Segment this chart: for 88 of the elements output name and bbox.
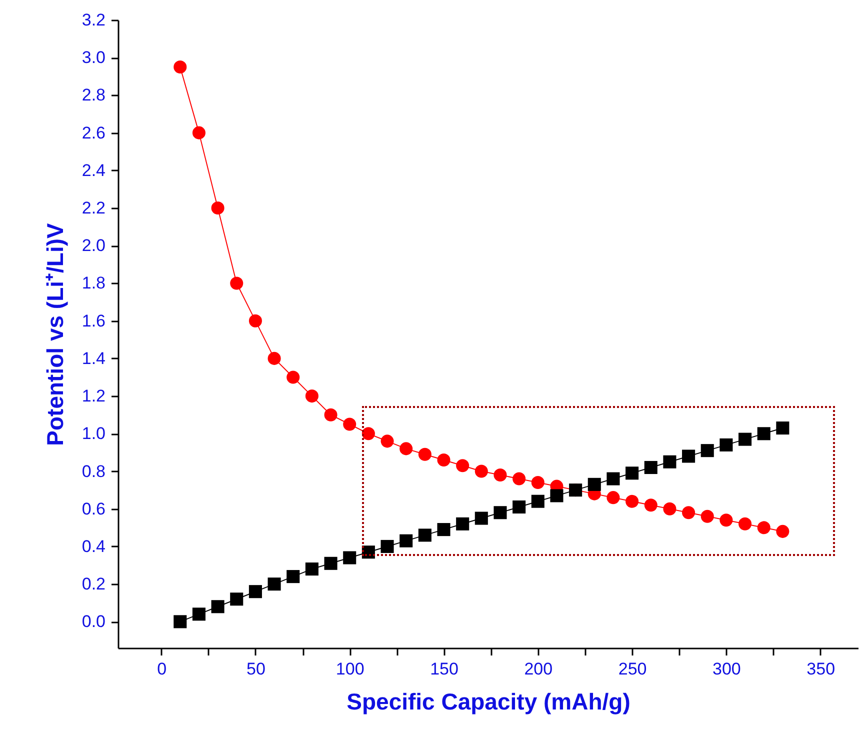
point bbox=[606, 472, 620, 486]
y-tick-label: 0.6 bbox=[82, 499, 106, 518]
point bbox=[494, 468, 507, 482]
point bbox=[474, 512, 488, 525]
point bbox=[663, 455, 676, 468]
point bbox=[720, 438, 733, 452]
x-tick-label: 0 bbox=[157, 660, 167, 678]
point bbox=[230, 592, 244, 606]
x-tick-label: 300 bbox=[712, 660, 741, 678]
y-tick-label: 1.2 bbox=[82, 386, 106, 406]
y-tick-label: 3.2 bbox=[82, 10, 106, 30]
y-tick-label: 2.2 bbox=[82, 198, 106, 218]
point bbox=[474, 464, 488, 478]
y-tick-label: 1.0 bbox=[82, 424, 106, 444]
point bbox=[738, 432, 752, 446]
point bbox=[362, 427, 375, 440]
point bbox=[531, 476, 544, 490]
point bbox=[588, 478, 601, 491]
point bbox=[437, 453, 450, 466]
point bbox=[700, 444, 714, 458]
point bbox=[305, 562, 318, 576]
point bbox=[248, 314, 262, 328]
x-tick-label: 250 bbox=[618, 660, 647, 678]
y-tick-label: 2.8 bbox=[82, 86, 106, 105]
point bbox=[174, 615, 187, 628]
y-tick-label: 3.0 bbox=[82, 48, 106, 68]
point bbox=[700, 510, 714, 523]
point bbox=[720, 514, 733, 527]
y-tick-label: 1.4 bbox=[82, 348, 106, 368]
x-tick-label: 150 bbox=[430, 660, 458, 678]
y-tick-label: 0.0 bbox=[82, 612, 106, 632]
point bbox=[663, 502, 676, 516]
point bbox=[268, 352, 281, 365]
point bbox=[757, 521, 770, 534]
point bbox=[418, 528, 432, 542]
x-tick-label: 200 bbox=[524, 660, 553, 678]
point bbox=[512, 500, 526, 514]
point bbox=[211, 202, 224, 215]
y-tick-label: 0.4 bbox=[82, 536, 106, 556]
x-tick-label: 350 bbox=[806, 660, 836, 678]
point bbox=[248, 585, 262, 598]
point bbox=[606, 491, 620, 504]
point bbox=[418, 448, 432, 461]
point bbox=[400, 534, 413, 548]
point bbox=[380, 540, 394, 553]
point bbox=[324, 556, 338, 570]
point bbox=[343, 418, 356, 431]
point bbox=[437, 523, 450, 536]
point bbox=[192, 608, 206, 621]
point bbox=[738, 517, 752, 530]
y-tick-label: 2.4 bbox=[82, 160, 106, 180]
point bbox=[456, 459, 470, 472]
point bbox=[286, 570, 300, 584]
point bbox=[644, 460, 658, 474]
point bbox=[286, 370, 300, 384]
point bbox=[531, 494, 544, 508]
y-tick-label: 0.2 bbox=[82, 574, 106, 594]
point bbox=[512, 472, 526, 486]
point bbox=[550, 489, 564, 502]
point bbox=[456, 517, 470, 530]
point bbox=[682, 450, 696, 463]
y-tick-label: 0.8 bbox=[82, 462, 106, 481]
point bbox=[776, 421, 790, 435]
y-tick-label: 2.6 bbox=[82, 123, 106, 142]
point bbox=[757, 427, 770, 440]
point bbox=[230, 276, 244, 290]
point bbox=[682, 506, 696, 520]
point bbox=[644, 498, 658, 512]
point bbox=[305, 390, 318, 403]
y-tick-label: 1.6 bbox=[82, 311, 106, 330]
point bbox=[776, 524, 790, 538]
point bbox=[268, 578, 281, 591]
y-tick-label: 2.0 bbox=[82, 236, 106, 256]
point bbox=[626, 466, 639, 480]
point bbox=[324, 408, 338, 422]
point bbox=[192, 126, 206, 140]
x-axis-title: Specific Capacity (mAh/g) bbox=[346, 688, 630, 714]
y-axis-title: Potentiol vs (Li⁺/Li)V bbox=[42, 222, 68, 446]
point bbox=[174, 60, 187, 74]
point bbox=[494, 506, 507, 520]
x-tick-label: 100 bbox=[336, 660, 364, 678]
x-tick-label: 50 bbox=[246, 660, 266, 678]
point bbox=[400, 442, 413, 456]
point bbox=[380, 434, 394, 448]
y-tick-label: 1.8 bbox=[82, 274, 106, 293]
point bbox=[211, 600, 224, 614]
point bbox=[626, 494, 639, 508]
point bbox=[343, 551, 356, 564]
